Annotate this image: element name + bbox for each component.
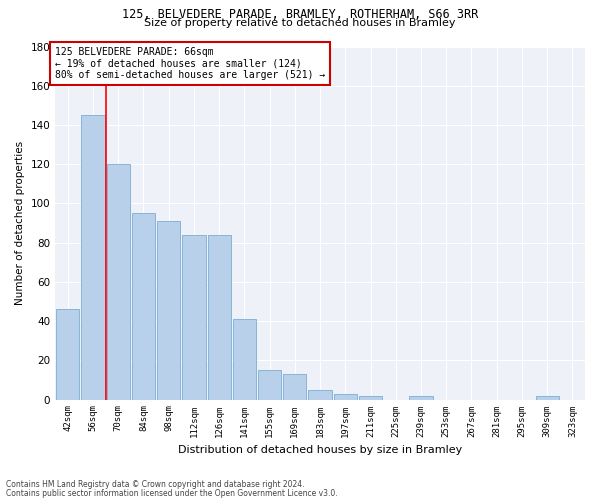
X-axis label: Distribution of detached houses by size in Bramley: Distribution of detached houses by size …	[178, 445, 462, 455]
Text: Contains public sector information licensed under the Open Government Licence v3: Contains public sector information licen…	[6, 488, 338, 498]
Bar	[82, 115, 104, 400]
Bar	[334, 394, 357, 400]
Text: 125 BELVEDERE PARADE: 66sqm
← 19% of detached houses are smaller (124)
80% of se: 125 BELVEDERE PARADE: 66sqm ← 19% of det…	[55, 46, 325, 80]
Bar	[308, 390, 332, 400]
Text: Contains HM Land Registry data © Crown copyright and database right 2024.: Contains HM Land Registry data © Crown c…	[6, 480, 305, 489]
Bar	[182, 235, 206, 400]
Bar	[536, 396, 559, 400]
Bar	[283, 374, 307, 400]
Bar	[233, 319, 256, 400]
Text: Size of property relative to detached houses in Bramley: Size of property relative to detached ho…	[144, 18, 456, 28]
Bar	[56, 310, 79, 400]
Bar	[208, 235, 231, 400]
Bar	[132, 213, 155, 400]
Bar	[157, 221, 181, 400]
Y-axis label: Number of detached properties: Number of detached properties	[15, 141, 25, 305]
Bar	[258, 370, 281, 400]
Bar	[409, 396, 433, 400]
Bar	[359, 396, 382, 400]
Text: 125, BELVEDERE PARADE, BRAMLEY, ROTHERHAM, S66 3RR: 125, BELVEDERE PARADE, BRAMLEY, ROTHERHA…	[122, 8, 478, 20]
Bar	[107, 164, 130, 400]
